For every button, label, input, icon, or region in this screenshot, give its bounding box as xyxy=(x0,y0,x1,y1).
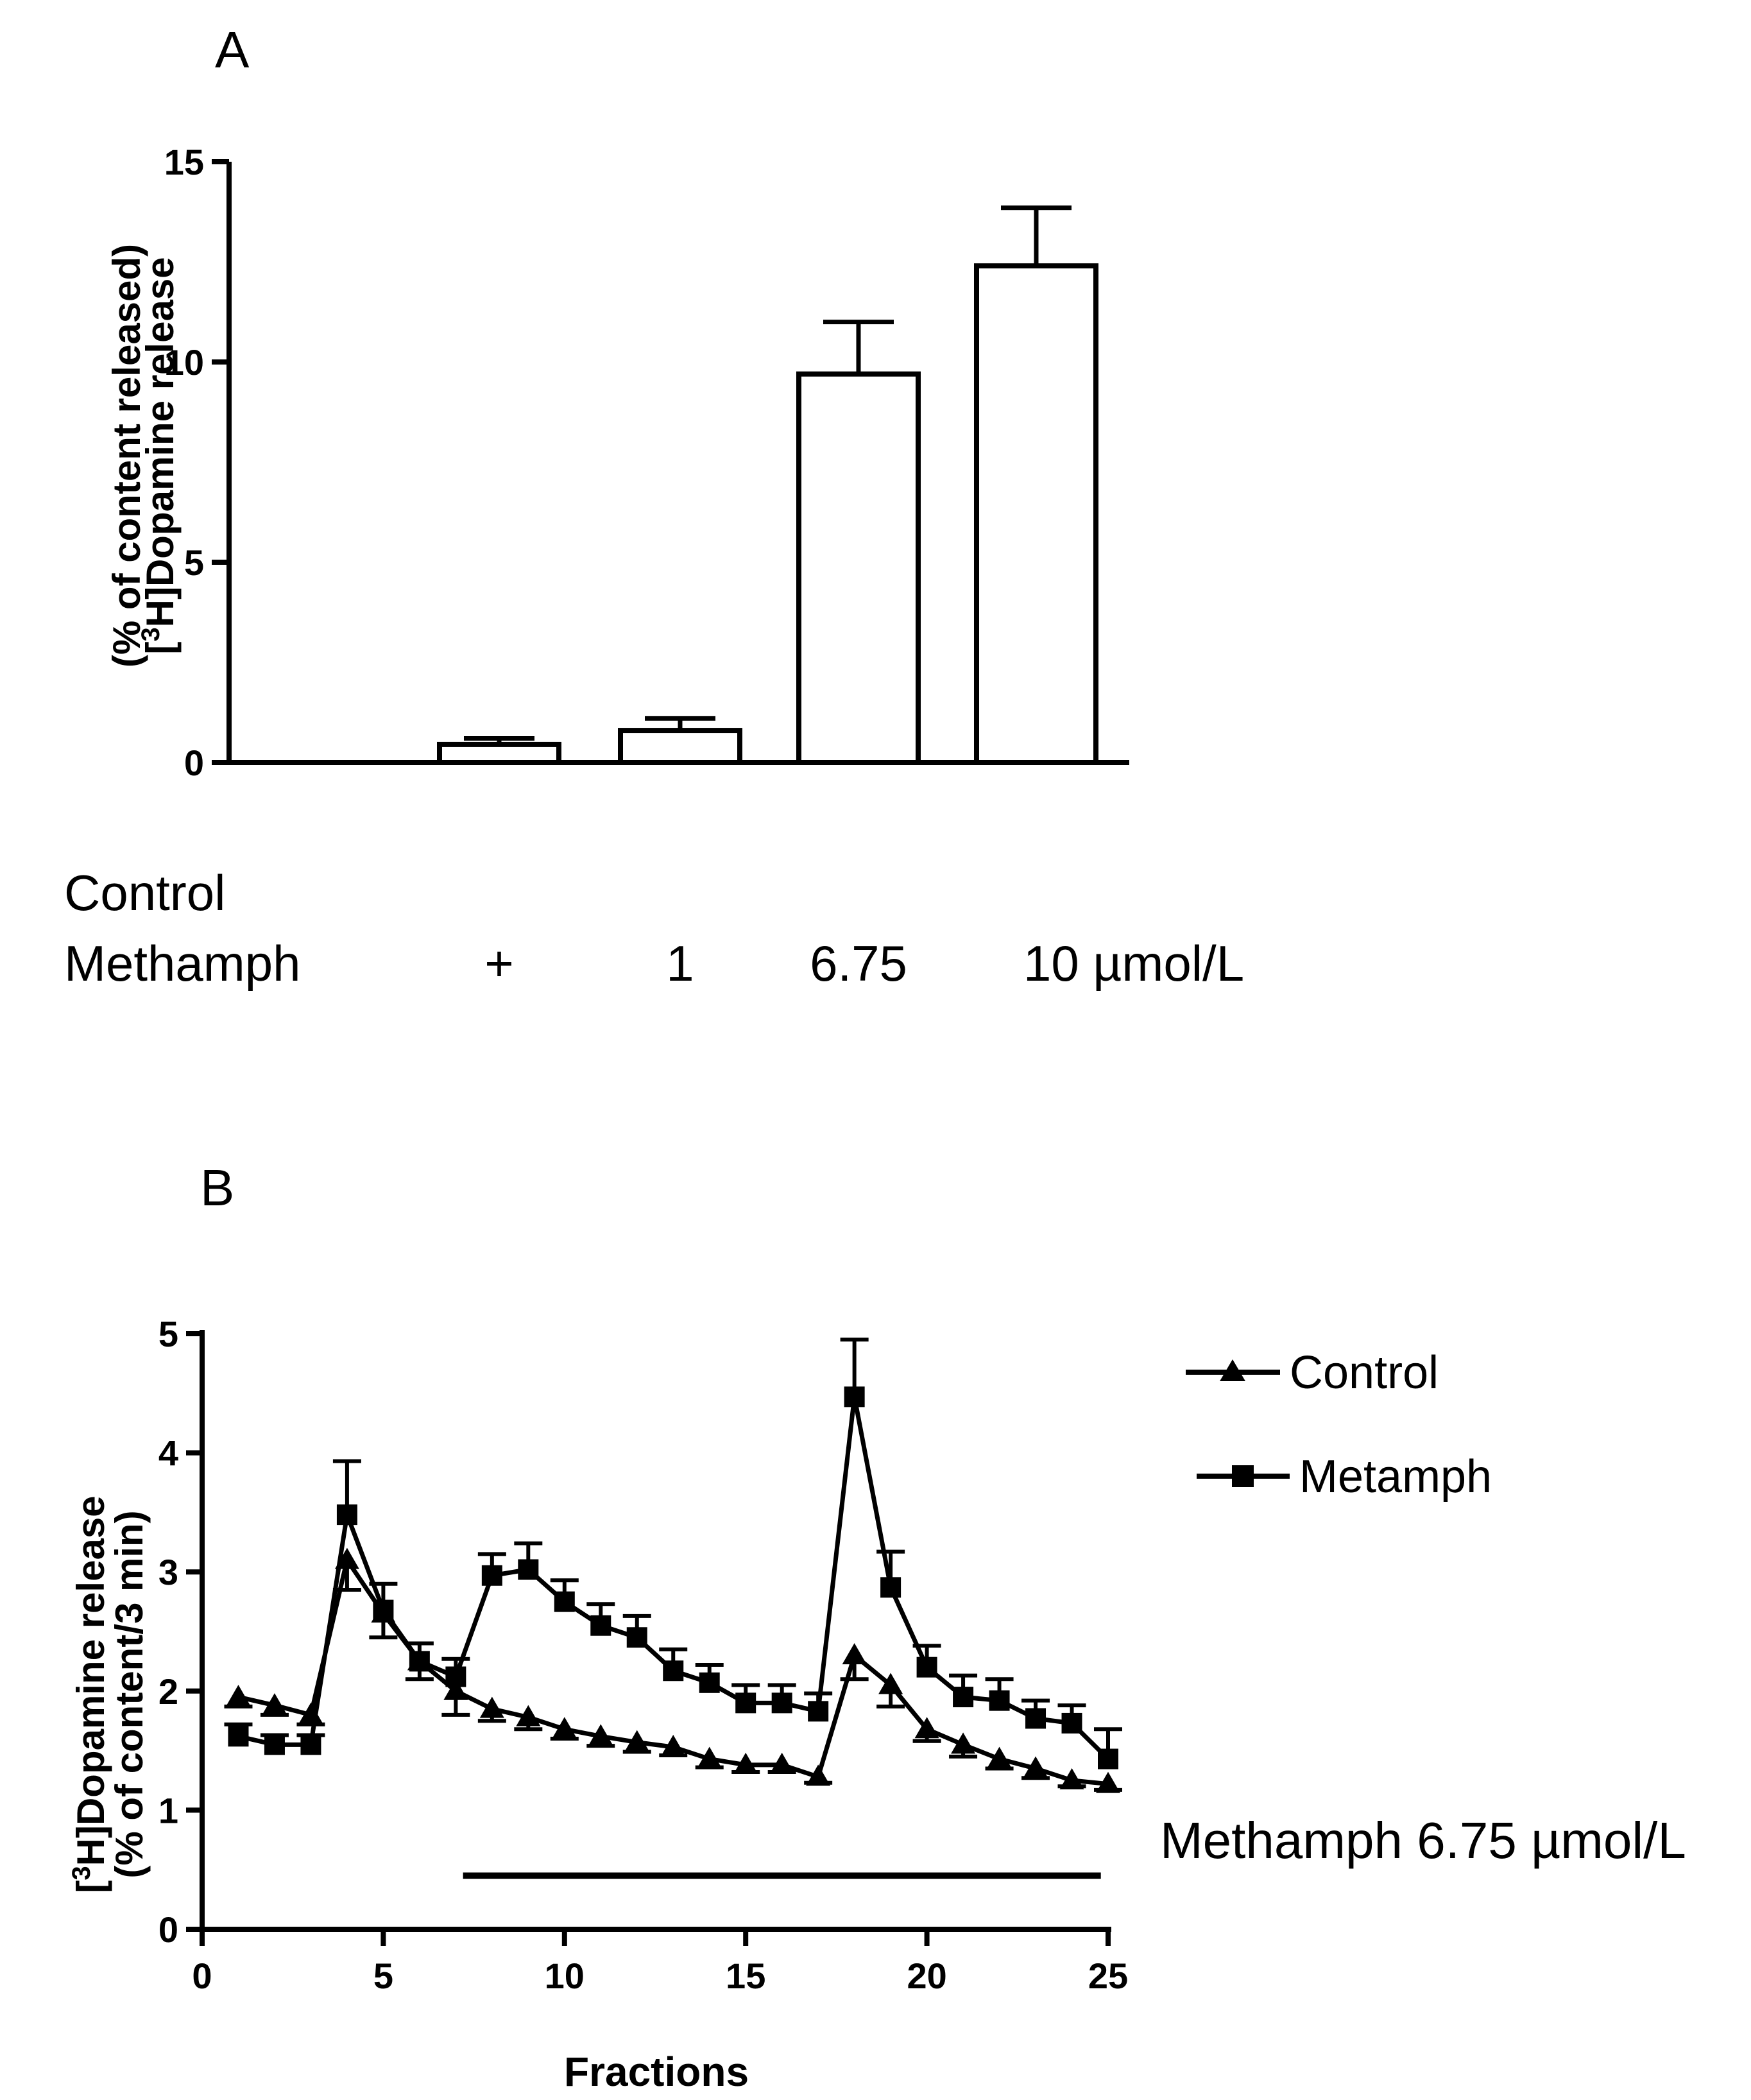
data-point-square xyxy=(1098,1748,1118,1769)
data-point-square xyxy=(336,1504,357,1526)
data-point-triangle xyxy=(588,1724,613,1746)
data-point-square xyxy=(663,1660,684,1682)
data-point-triangle xyxy=(769,1752,794,1774)
legend-triangle-icon xyxy=(1220,1359,1245,1381)
panel-b-xtick-label: 5 xyxy=(373,1956,393,1996)
legend-square-icon xyxy=(1232,1465,1254,1487)
panel-a-bar xyxy=(437,741,561,766)
data-point-square xyxy=(735,1692,756,1714)
panel-a-ytick-label: 5 xyxy=(184,542,204,583)
panel-a-category-label: 1 xyxy=(666,935,694,992)
panel-a-bar xyxy=(618,728,742,765)
panel-b-ylabel-line2: (% of content/3 min) xyxy=(108,1510,151,1878)
data-point-triangle xyxy=(226,1685,251,1707)
data-point-square xyxy=(409,1651,430,1672)
series-metamph xyxy=(224,1338,1122,1769)
panel-b: B [3H]Dopamine release (% of content/3 m… xyxy=(67,1159,1686,2095)
data-point-triangle xyxy=(987,1746,1012,1768)
data-point-square xyxy=(626,1627,647,1648)
data-point-triangle xyxy=(624,1730,649,1751)
data-point-triangle xyxy=(914,1717,939,1739)
data-point-square xyxy=(808,1701,829,1722)
data-point-triangle xyxy=(878,1673,903,1694)
data-point-square xyxy=(880,1577,901,1598)
data-point-square xyxy=(699,1672,720,1693)
panel-b-ytick-label: 4 xyxy=(158,1433,178,1474)
data-point-triangle xyxy=(661,1735,686,1757)
panel-b-ytick-label: 1 xyxy=(158,1790,178,1830)
panel-a-bar xyxy=(796,371,921,765)
data-point-triangle xyxy=(516,1705,541,1726)
panel-a: A [3H]Dopamine release (% of content rel… xyxy=(64,21,1244,992)
panel-b-ytick-label: 3 xyxy=(158,1552,178,1592)
panel-b-xtick-label: 25 xyxy=(1088,1956,1128,1996)
data-point-square xyxy=(1025,1708,1046,1729)
panel-b-xtick-label: 20 xyxy=(907,1956,946,1996)
data-point-triangle xyxy=(842,1643,867,1665)
panel-b-ylabel-line1: [3H]Dopamine release xyxy=(67,1495,112,1893)
panel-a-ytick-label: 0 xyxy=(184,743,204,783)
data-point-square xyxy=(445,1666,466,1687)
data-point-triangle xyxy=(733,1752,758,1774)
row-label-methamph: Methamph xyxy=(64,935,301,992)
data-point-square xyxy=(844,1386,865,1407)
panel-a-letter: A xyxy=(215,21,250,78)
data-point-square xyxy=(228,1726,249,1747)
data-point-square xyxy=(989,1690,1010,1711)
data-point-triangle xyxy=(443,1678,468,1700)
data-point-triangle xyxy=(697,1746,722,1768)
panel-b-ytick-label: 5 xyxy=(158,1314,178,1354)
panel-b-xlabel: Fractions xyxy=(564,2049,749,2095)
data-point-square xyxy=(518,1559,539,1580)
legend-label-control: Control xyxy=(1290,1347,1439,1399)
panel-a-ytick-label: 15 xyxy=(164,142,204,182)
panel-a-ytick-label: 10 xyxy=(164,342,204,383)
panel-a-category-label: 10 µmol/L xyxy=(1023,935,1244,992)
panel-b-letter: B xyxy=(200,1159,234,1216)
data-point-triangle xyxy=(951,1732,976,1754)
series-control xyxy=(224,1547,1122,1793)
treatment-label: Methamph 6.75 µmol/L xyxy=(1160,1812,1686,1869)
data-point-square xyxy=(373,1599,394,1621)
data-point-square xyxy=(264,1734,285,1755)
data-point-square xyxy=(590,1615,611,1636)
data-point-triangle xyxy=(1023,1756,1048,1778)
data-point-triangle xyxy=(479,1696,504,1718)
panel-b-xtick-label: 10 xyxy=(545,1956,585,1996)
panel-b-xtick-label: 0 xyxy=(192,1956,212,1996)
data-point-square xyxy=(554,1591,575,1612)
panel-a-ylabel-line2: (% of content released) xyxy=(105,244,148,667)
data-point-triangle xyxy=(552,1717,577,1739)
data-point-triangle xyxy=(806,1764,831,1786)
data-point-triangle xyxy=(1059,1768,1084,1789)
panel-b-ytick-label: 0 xyxy=(158,1909,178,1950)
panel-a-category-label: 6.75 xyxy=(810,935,907,992)
data-point-triangle xyxy=(1096,1771,1120,1793)
data-point-square xyxy=(953,1687,974,1708)
legend-label-metamph: Metamph xyxy=(1299,1451,1492,1502)
series-line-metamph xyxy=(237,1394,1110,1761)
data-point-triangle xyxy=(262,1693,287,1715)
data-point-square xyxy=(1061,1712,1082,1734)
panel-b-ytick-label: 2 xyxy=(158,1671,178,1712)
data-point-square xyxy=(300,1734,321,1755)
row-label-control: Control xyxy=(64,865,225,921)
panel-a-bar xyxy=(974,263,1098,765)
panel-a-category-label: + xyxy=(484,935,514,992)
panel-b-legend: Control Metamph xyxy=(1186,1347,1492,1502)
panel-b-xtick-label: 15 xyxy=(726,1956,765,1996)
data-point-square xyxy=(916,1657,937,1678)
data-point-square xyxy=(771,1692,792,1714)
data-point-square xyxy=(481,1565,502,1586)
panel-a-ylabel-line1: [3H]Dopamine release xyxy=(137,257,182,654)
